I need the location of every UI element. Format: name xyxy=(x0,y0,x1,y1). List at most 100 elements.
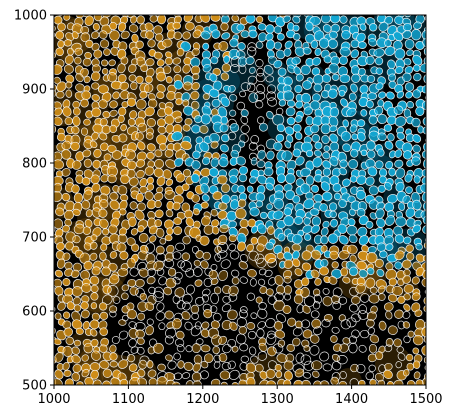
segmented-cell xyxy=(128,363,138,372)
segmented-cell xyxy=(239,90,247,98)
segmented-cell xyxy=(249,278,257,287)
segmented-cell xyxy=(302,305,311,314)
segmented-cell xyxy=(200,360,209,369)
segmented-cell xyxy=(403,57,412,66)
segmented-cell xyxy=(54,326,56,336)
segmented-cell xyxy=(236,23,245,32)
segmented-cell xyxy=(110,377,121,385)
segmented-cell xyxy=(421,176,426,185)
segmented-cell xyxy=(339,15,348,24)
segmented-cell xyxy=(44,38,55,49)
segmented-cell xyxy=(145,75,153,84)
segmented-cell xyxy=(247,330,257,340)
segmented-cell xyxy=(342,276,351,284)
segmented-cell xyxy=(385,91,395,100)
segmented-cell xyxy=(112,91,120,100)
segmented-cell xyxy=(387,293,398,303)
segmented-cell xyxy=(191,160,201,170)
segmented-cell xyxy=(72,107,81,116)
segmented-cell xyxy=(281,150,293,162)
segmented-cell xyxy=(182,124,191,132)
segmented-cell xyxy=(210,292,219,305)
segmented-cell xyxy=(412,54,423,66)
segmented-cell xyxy=(346,107,357,118)
segmented-cell xyxy=(265,333,277,346)
segmented-cell xyxy=(90,369,99,380)
segmented-cell xyxy=(282,90,295,102)
segmented-cell xyxy=(154,149,163,158)
segmented-cell xyxy=(54,338,62,346)
segmented-cell xyxy=(102,110,111,119)
segmented-cell xyxy=(190,325,202,337)
segmented-cell xyxy=(393,338,402,348)
segmented-cell xyxy=(310,224,320,234)
segmented-cell xyxy=(128,321,137,329)
segmented-cell xyxy=(396,131,406,140)
segmented-cell xyxy=(374,227,384,237)
segmented-cell xyxy=(163,286,173,296)
segmented-cell xyxy=(273,141,283,151)
segmented-cell xyxy=(136,151,147,162)
segmented-cell xyxy=(89,241,98,250)
segmented-cell xyxy=(322,287,330,295)
segmented-cell xyxy=(156,71,166,82)
segmented-cell xyxy=(153,25,163,35)
segmented-cell xyxy=(295,352,305,364)
segmented-cell xyxy=(263,167,274,177)
segmented-cell xyxy=(338,250,350,260)
segmented-cell xyxy=(403,335,411,344)
segmented-cell xyxy=(44,71,54,81)
segmented-cell xyxy=(255,100,264,109)
segmented-cell xyxy=(259,211,268,219)
segmented-cell xyxy=(185,380,194,385)
segmented-cell xyxy=(221,362,231,371)
segmented-cell xyxy=(257,6,266,15)
segmented-cell xyxy=(185,21,195,31)
segmented-cell xyxy=(414,309,423,317)
segmented-cell xyxy=(257,321,266,329)
segmented-cell xyxy=(79,252,91,264)
segmented-cell xyxy=(255,200,264,208)
segmented-cell xyxy=(118,22,127,32)
segmented-cell xyxy=(275,370,283,379)
segmented-cell xyxy=(228,293,238,302)
segmented-cell xyxy=(338,380,348,385)
segmented-cell xyxy=(136,169,145,179)
segmented-cell xyxy=(265,318,276,329)
segmented-cell xyxy=(320,258,329,268)
segmented-cell xyxy=(250,225,259,234)
segmented-cell xyxy=(284,140,292,149)
segmented-cell xyxy=(410,29,422,41)
segmented-cell xyxy=(273,198,285,210)
y-tick-label: 700 xyxy=(22,231,47,246)
segmented-cell xyxy=(44,110,53,119)
segmented-cell xyxy=(109,199,120,211)
segmented-cell xyxy=(71,354,81,364)
segmented-cell xyxy=(368,364,376,372)
segmented-cell xyxy=(192,362,202,373)
segmented-cell xyxy=(175,98,183,106)
segmented-cell xyxy=(207,327,220,339)
segmented-cell xyxy=(286,99,296,108)
segmented-cell xyxy=(293,216,304,225)
segmented-cell xyxy=(220,72,230,81)
segmented-cell xyxy=(93,148,102,158)
segmented-cell xyxy=(101,59,109,67)
segmented-cell xyxy=(266,91,276,101)
segmented-cell xyxy=(117,114,125,123)
segmented-cell xyxy=(91,266,101,276)
segmented-cell xyxy=(301,250,312,261)
segmented-cell xyxy=(126,168,136,179)
segmented-cell xyxy=(258,278,266,286)
segmented-cell xyxy=(338,296,348,305)
segmented-cell xyxy=(295,73,304,82)
segmented-cell xyxy=(56,242,65,251)
segmented-cell xyxy=(412,224,422,234)
segmented-cell xyxy=(284,40,293,49)
segmented-cell xyxy=(250,135,260,144)
segmented-cell xyxy=(91,42,100,52)
segmented-cell xyxy=(195,296,205,306)
segmented-cell xyxy=(83,75,91,84)
segmented-cell xyxy=(159,143,167,151)
segmented-cell xyxy=(358,304,367,315)
